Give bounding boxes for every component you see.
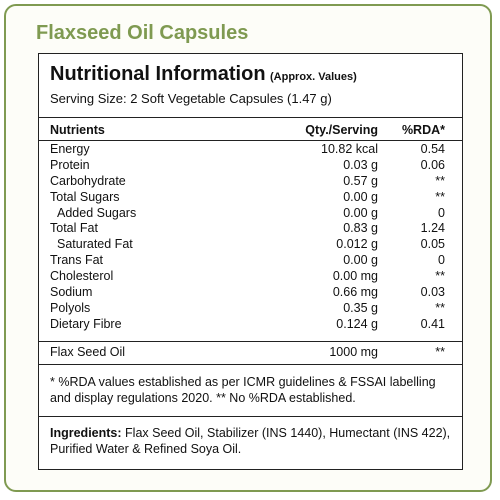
- ingredients-label: Ingredients:: [50, 426, 122, 440]
- serving-size: Serving Size: 2 Soft Vegetable Capsules …: [50, 91, 332, 106]
- nutrition-label: Nutritional Information (Approx. Values)…: [38, 53, 463, 470]
- nutrient-rda: 1.24: [420, 221, 445, 236]
- nutrient-rda: **: [435, 189, 445, 204]
- nutrient-name: Dietary Fibre: [50, 316, 122, 331]
- heading-text: Nutritional Information: [50, 63, 266, 85]
- table-row: Dietary Fibre 0.124 g 0.41: [39, 317, 462, 333]
- nutrient-name: Sodium: [50, 285, 93, 300]
- nutrient-qty: 0.03 g: [343, 157, 378, 172]
- nutrient-rda: 0.05: [420, 237, 445, 252]
- flax-name: Flax Seed Oil: [50, 345, 126, 359]
- nutrient-qty: 0.012 g: [336, 237, 378, 252]
- table-row: Trans Fat 0.00 g 0: [39, 253, 462, 269]
- nutrient-name: Cholesterol: [50, 269, 114, 284]
- table-row: Added Sugars 0.00 g 0: [39, 206, 462, 222]
- nutrient-qty: 0.57 g: [343, 173, 378, 188]
- table-row: Saturated Fat 0.012 g 0.05: [39, 237, 462, 253]
- flax-qty: 1000 mg: [329, 345, 378, 359]
- table-row: Total Sugars 0.00 g **: [39, 190, 462, 206]
- nutrient-qty: 0.00 g: [343, 189, 378, 204]
- nutrient-name: Polyols: [50, 300, 91, 315]
- divider-ingredients: [39, 416, 462, 417]
- ingredients: Ingredients: Flax Seed Oil, Stabilizer (…: [50, 425, 455, 457]
- nutrient-qty: 0.83 g: [343, 221, 378, 236]
- flax-rda: **: [435, 345, 445, 359]
- divider-footnote: [39, 364, 462, 365]
- table-row: Total Fat 0.83 g 1.24: [39, 221, 462, 237]
- rda-footnote: * %RDA values established as per ICMR gu…: [50, 375, 436, 405]
- ingredients-text: Flax Seed Oil, Stabilizer (INS 1440), Hu…: [50, 426, 451, 456]
- nutrient-rda: 0.03: [420, 285, 445, 300]
- nutrient-rda: **: [435, 269, 445, 284]
- nutrient-rda: 0.06: [420, 157, 445, 172]
- divider-flax: [39, 341, 462, 342]
- nutrient-name: Carbohydrate: [50, 173, 126, 188]
- col-rda: %RDA*: [401, 123, 445, 137]
- nutrient-rda: **: [435, 173, 445, 188]
- nutrient-rda: **: [435, 300, 445, 315]
- nutrient-name: Energy: [50, 142, 90, 156]
- nutrient-qty: 0.00 g: [343, 253, 378, 268]
- nutrient-rda: 0.54: [420, 142, 445, 156]
- nutrient-name: Saturated Fat: [57, 237, 133, 252]
- divider-top: [39, 117, 462, 118]
- nutrition-heading: Nutritional Information (Approx. Values): [50, 63, 357, 86]
- product-title: Flaxseed Oil Capsules: [36, 22, 249, 44]
- table-row: Cholesterol 0.00 mg **: [39, 269, 462, 285]
- col-nutrients: Nutrients: [50, 123, 105, 137]
- table-row: Carbohydrate 0.57 g **: [39, 174, 462, 190]
- table-row: Polyols 0.35 g **: [39, 301, 462, 317]
- nutrient-qty: 0.35 g: [343, 300, 378, 315]
- nutrient-qty: 10.82 kcal: [321, 142, 378, 156]
- nutrient-qty: 0.00 g: [343, 205, 378, 220]
- nutrient-qty: 0.00 mg: [332, 269, 378, 284]
- nutrient-name: Added Sugars: [57, 205, 137, 220]
- nutrient-qty: 0.124 g: [336, 316, 378, 331]
- col-qty: Qty./Serving: [305, 123, 378, 137]
- divider-header: [39, 140, 462, 141]
- nutrient-rda: 0: [438, 205, 445, 220]
- nutrient-name: Protein: [50, 157, 90, 172]
- nutrient-rda: 0.41: [420, 316, 445, 331]
- nutrient-rda: 0: [438, 253, 445, 268]
- heading-note: (Approx. Values): [270, 71, 357, 83]
- nutrient-name: Trans Fat: [50, 253, 104, 268]
- table-row: Protein 0.03 g 0.06: [39, 158, 462, 174]
- table-row: Sodium 0.66 mg 0.03: [39, 285, 462, 301]
- nutrient-name: Total Fat: [50, 221, 98, 236]
- nutrient-qty: 0.66 mg: [332, 285, 378, 300]
- table-row: Energy 10.82 kcal 0.54: [39, 142, 462, 158]
- nutrient-name: Total Sugars: [50, 189, 120, 204]
- nutrient-rows: Energy 10.82 kcal 0.54 Protein 0.03 g 0.06 C…: [39, 142, 462, 333]
- flax-seed-oil-row: Flax Seed Oil 1000 mg **: [39, 344, 462, 360]
